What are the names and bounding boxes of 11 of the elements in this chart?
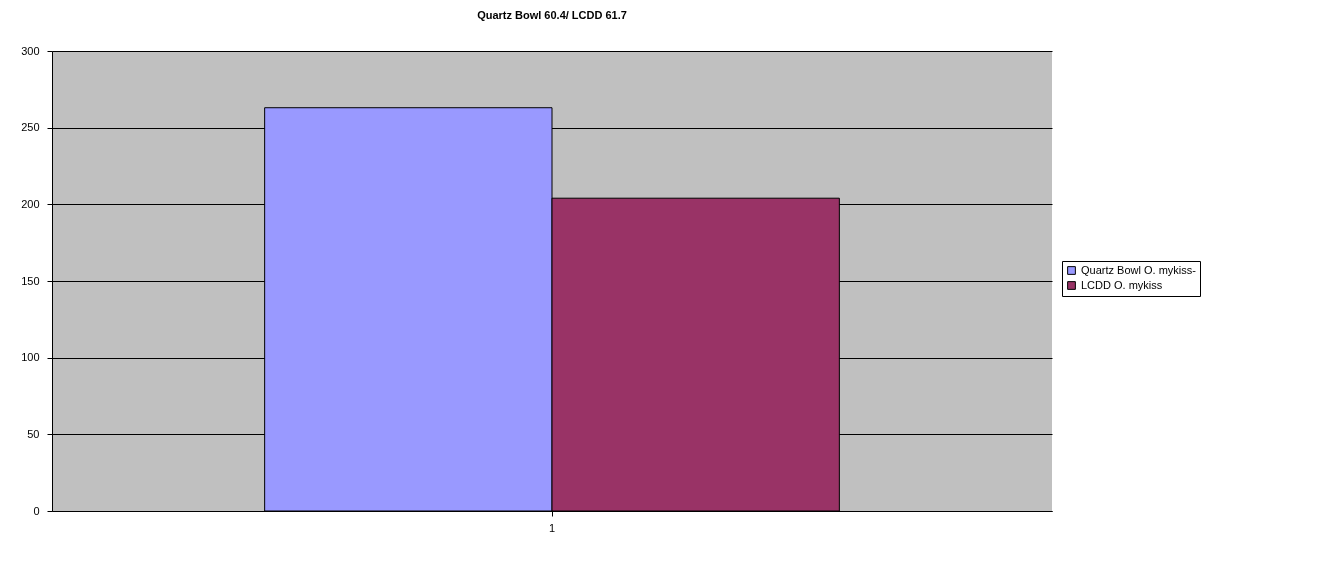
legend-label: Quartz Bowl O. mykiss-	[1081, 263, 1197, 276]
y-tick-label: 100	[21, 351, 40, 364]
chart-title: Quartz Bowl 60.4/ LCDD 61.7	[477, 9, 627, 21]
x-tick-label: 1	[548, 521, 556, 534]
legend-label: LCDD O. mykiss	[1081, 278, 1163, 291]
y-tick-label: 250	[21, 121, 40, 134]
y-tick-label: 150	[21, 274, 40, 287]
y-tick-label: 0	[33, 504, 40, 517]
y-tick-label: 300	[21, 44, 40, 57]
y-tick-label: 200	[21, 197, 40, 210]
y-tick-label: 50	[27, 427, 40, 440]
